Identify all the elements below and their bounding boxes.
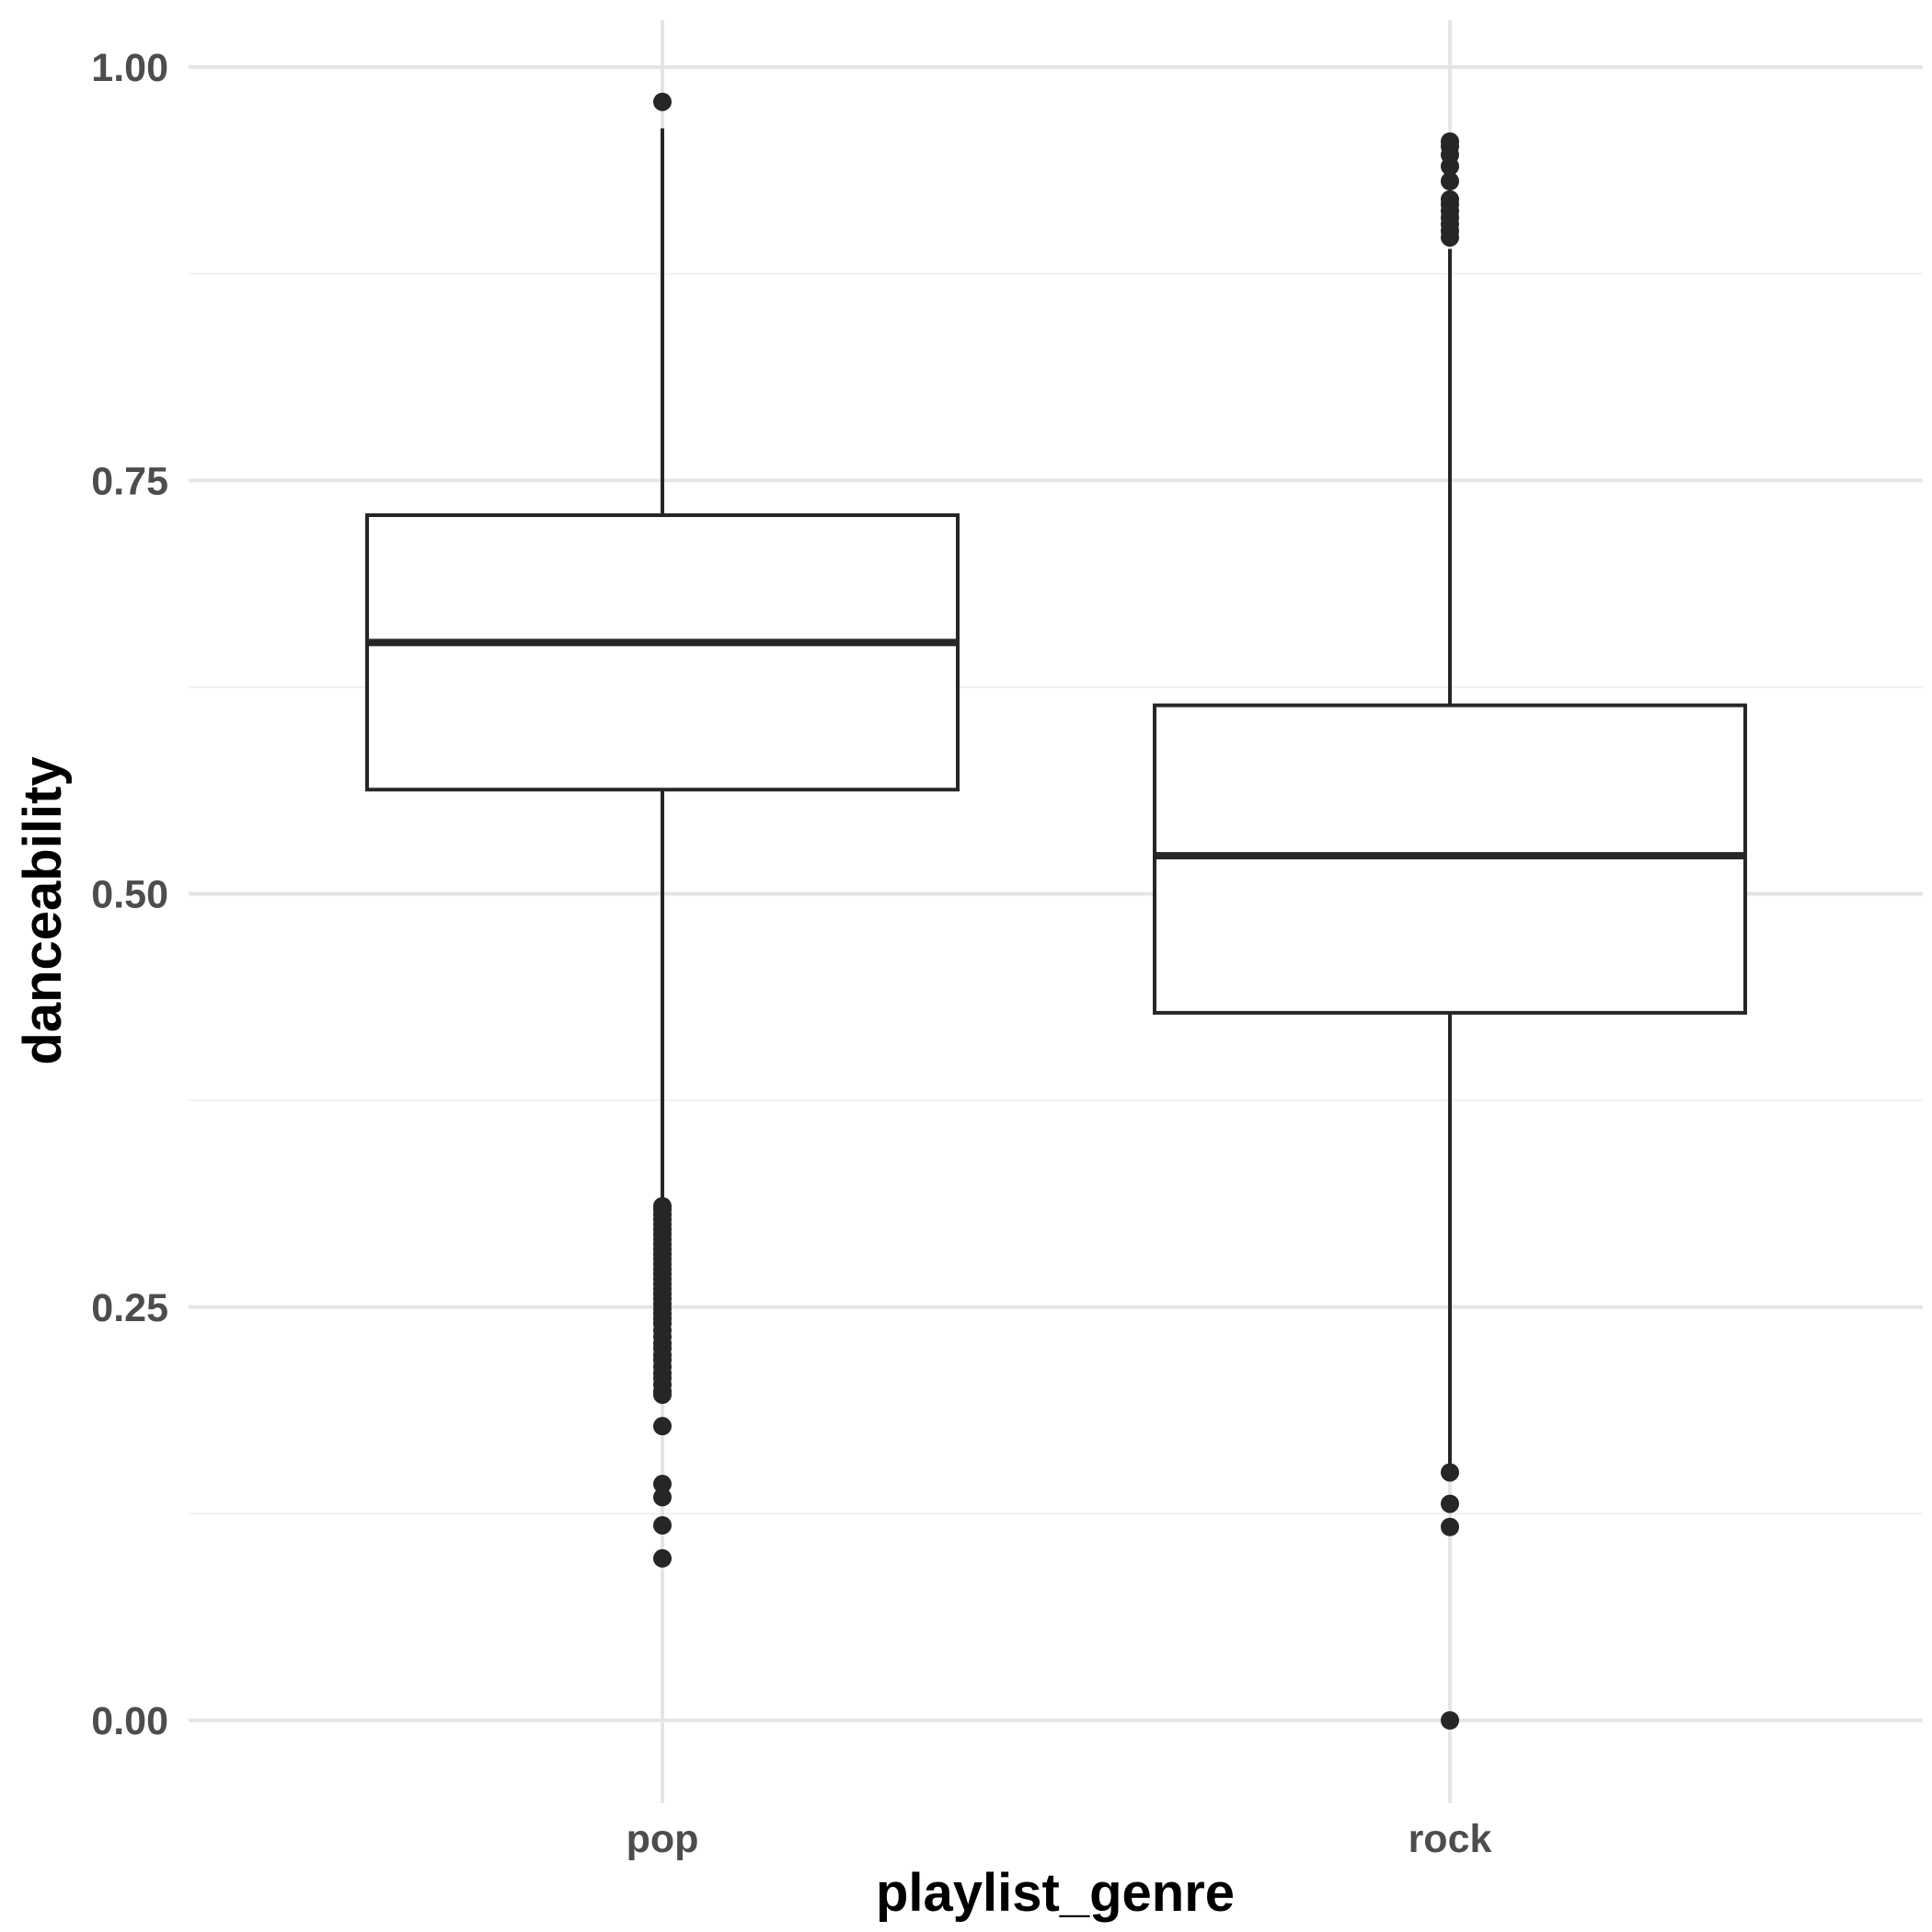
outlier-point xyxy=(653,1515,672,1535)
boxes xyxy=(365,92,1747,1730)
y-axis-title: danceability xyxy=(13,756,73,1064)
y-tick-label: 0.50 xyxy=(91,873,168,917)
outlier-point xyxy=(653,92,672,111)
outlier-point xyxy=(1441,156,1459,176)
outlier-point xyxy=(1441,1463,1459,1482)
outlier-point xyxy=(1441,1711,1459,1730)
outlier-point xyxy=(1441,1494,1459,1513)
x-tick-label-rock: rock xyxy=(1409,1817,1492,1861)
outlier-point xyxy=(1441,1517,1459,1536)
y-tick-label: 0.75 xyxy=(91,459,168,503)
outlier-point xyxy=(653,1385,672,1404)
outlier-point xyxy=(653,1417,672,1436)
outlier-point xyxy=(653,1548,672,1568)
y-tick-label: 0.25 xyxy=(91,1286,168,1330)
box-pop xyxy=(365,92,960,1568)
y-axis-ticks: 0.00 0.25 0.50 0.75 1.00 xyxy=(91,46,168,1743)
x-tick-label-pop: pop xyxy=(627,1817,699,1861)
box-iqr xyxy=(365,512,960,792)
outlier-point xyxy=(653,1475,672,1494)
x-axis-title: playlist_genre xyxy=(876,1863,1235,1923)
outlier-point xyxy=(1441,171,1459,190)
x-axis-ticks: pop rock xyxy=(627,1817,1492,1861)
y-tick-label: 0.00 xyxy=(91,1699,168,1743)
y-tick-label: 1.00 xyxy=(91,46,168,90)
outlier-point xyxy=(653,1488,672,1507)
box-rock xyxy=(1153,132,1747,1730)
outlier-point xyxy=(1441,228,1459,247)
